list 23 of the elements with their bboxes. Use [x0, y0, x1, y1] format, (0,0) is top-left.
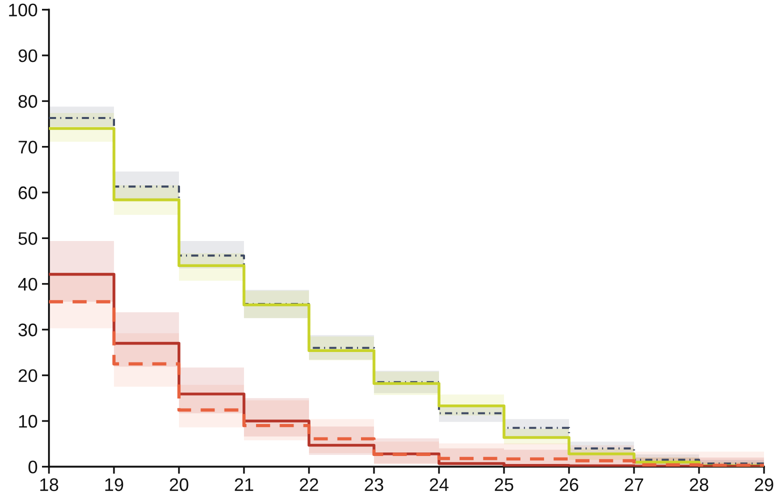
x-tick-label: 21: [234, 478, 254, 491]
x-tick-label: 20: [170, 478, 188, 492]
y-tick-label: 80: [18, 95, 38, 108]
x-tick-label: 27: [624, 478, 644, 491]
x-tick-label: 23: [364, 478, 384, 492]
y-tick-label: 10: [19, 414, 38, 428]
y-tick-label: 70: [18, 140, 38, 154]
x-tick-label: 29: [754, 478, 774, 492]
x-tick-label: 18: [40, 478, 58, 492]
y-tick-label: 90: [18, 49, 38, 62]
x-tick-label: 26: [560, 478, 578, 492]
x-tick-label: 24: [430, 478, 449, 491]
y-tick-label: 30: [18, 324, 38, 336]
x-tick-label: 19: [105, 478, 124, 492]
x-tick-label: 25: [494, 478, 514, 492]
y-tick-label: 40: [18, 278, 38, 291]
x-tick-label: 28: [690, 478, 708, 492]
y-tick-label: 20: [18, 369, 38, 382]
y-tick-label: 100: [9, 4, 38, 16]
x-tick-label: 22: [300, 478, 318, 491]
y-tick-label: 0: [28, 460, 38, 474]
y-tick-label: 50: [18, 232, 38, 245]
y-tick-label: 60: [18, 186, 38, 200]
